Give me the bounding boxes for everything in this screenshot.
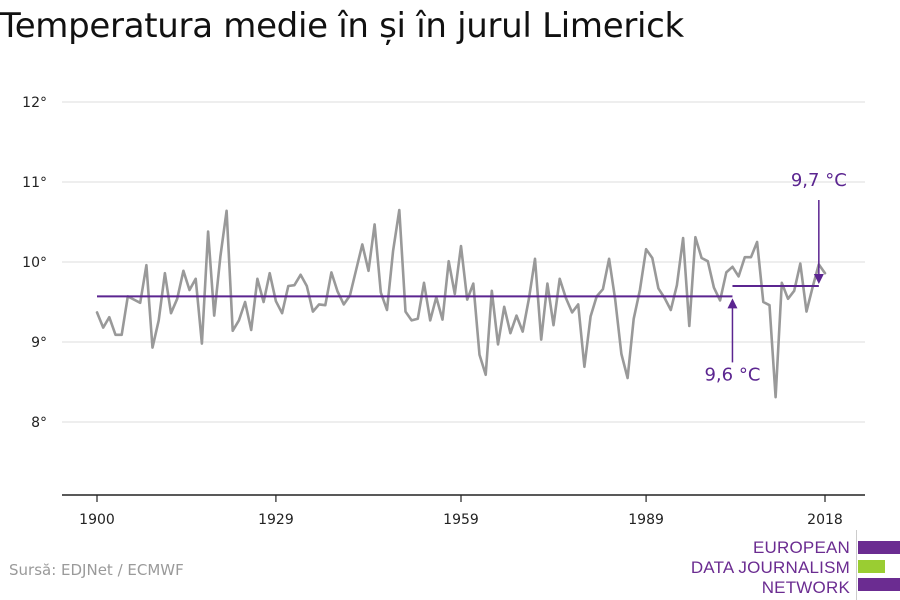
annotation-arrow-head [727, 298, 738, 309]
x-tick-label: 1989 [628, 512, 664, 528]
logo-line-2: DATA JOURNALISM [690, 558, 850, 577]
logo-line-1: EUROPEAN [752, 538, 850, 557]
logo-line-3: NETWORK [761, 578, 850, 597]
y-tick-label: 12° [22, 95, 47, 111]
chart-title: Temperatura medie în și în jurul Limeric… [0, 6, 684, 46]
logo-bar-1 [858, 541, 900, 554]
y-tick-label: 10° [22, 255, 47, 271]
x-tick-label: 1929 [258, 512, 294, 528]
annotation-label: 9,6 °C [704, 364, 760, 385]
x-tick-label: 1900 [79, 512, 115, 528]
annotation-arrow-head [813, 274, 824, 284]
x-tick-label: 1959 [443, 512, 479, 528]
y-tick-label: 11° [22, 175, 47, 191]
x-tick-label: 2018 [807, 512, 843, 528]
y-tick-label: 8° [31, 415, 47, 431]
logo-bar-2 [858, 560, 885, 573]
edjnet-logo: EUROPEAN DATA JOURNALISM NETWORK [691, 530, 900, 600]
source-note: Sursă: EDJNet / ECMWF [9, 561, 184, 579]
logo-bar-3 [858, 578, 900, 591]
annotation-label: 9,7 °C [791, 170, 847, 191]
y-tick-label: 9° [31, 335, 47, 351]
series-line-temperature [95, 208, 827, 399]
logo-separator [856, 530, 857, 600]
